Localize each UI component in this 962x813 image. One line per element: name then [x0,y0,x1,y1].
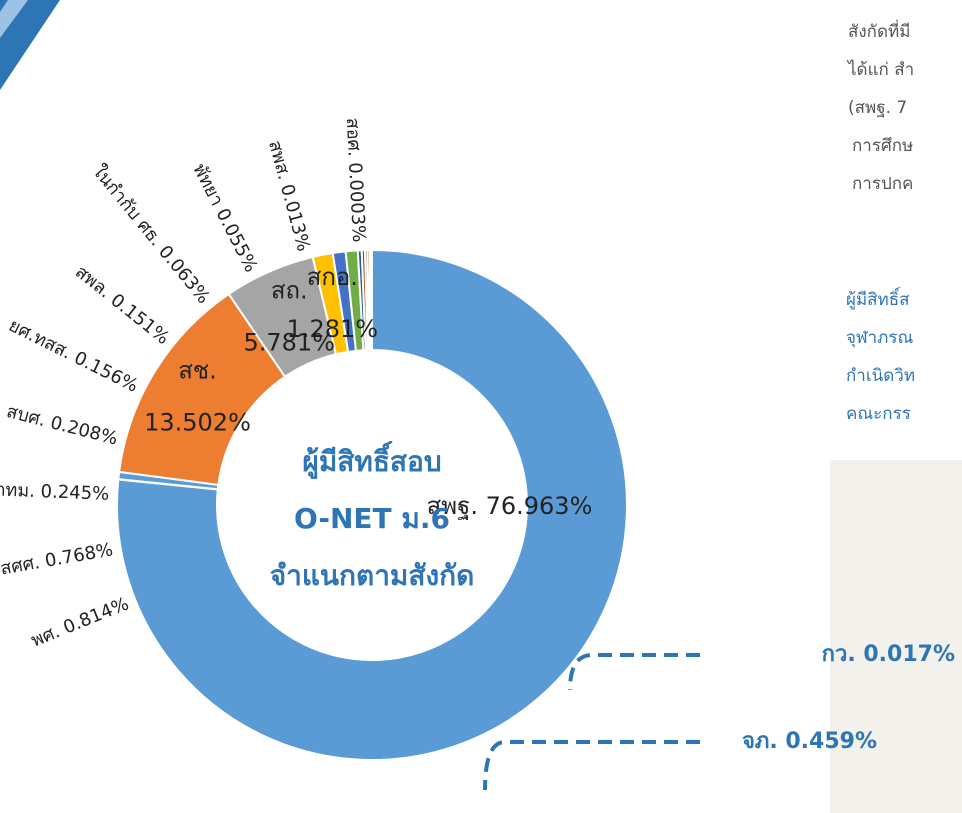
callout-value: 0.459% [785,729,877,754]
slice-label: กทม. 0.245% [0,479,110,504]
slice-value: 0.013% [276,182,314,254]
donut-hole [218,351,526,659]
side-text: กำเนิดวิท [846,366,915,386]
slice-category: สบศ. [4,401,48,431]
slice-value: 76.963% [486,492,593,520]
slice-value: 0.768% [43,539,114,571]
chart-title: O-NET ม.6 [294,502,450,535]
callout-label: จภ. 0.459% [742,729,877,754]
background-photo [830,460,962,813]
slice-value: 0.055% [211,205,261,276]
side-text: ผู้มีสิทธิ์ส [846,287,910,310]
callout-category: กว. [822,642,856,667]
slice-label: สศศ. 0.768% [0,539,115,579]
slice [116,248,628,761]
corner-stripe-light [0,0,28,38]
side-text: คณะกรร [846,404,911,424]
slice-category: พัทยา [188,160,227,209]
slice-category: กทม. [0,479,35,502]
slice-value: 0.245% [40,481,109,505]
slice-value: 0.208% [48,412,120,449]
slice-value: 0.814% [60,593,132,638]
slice-label: พศ. 0.814% [28,593,132,651]
slice-label: สอศ. 0.0003% [342,117,370,243]
slice-category: สกอ. [307,263,358,291]
corner-stripe [0,0,60,90]
slice-label: สพส. 0.013% [264,138,314,253]
slice-label: สพล. 0.151% [71,261,173,348]
slice-category: สพฐ. [427,492,478,520]
slice-value: 1.281% [287,315,379,343]
chart-title: ผู้มีสิทธิ์สอบ [302,441,441,479]
slice-value: 5.781% [243,328,335,356]
callout-value: 0.017% [863,642,955,667]
slice-value: 0.0003% [344,162,369,243]
callout-label: กว. 0.017% [822,642,955,667]
slice-category: ยศ.ทสส. [5,315,75,364]
slice-category: สศศ. [0,552,41,579]
slice-label: พัทยา 0.055% [188,160,261,275]
slice-value: 13.502% [144,408,251,436]
slice-category: สพส. [264,138,295,182]
chart-title: จำแนกตามสังกัด [270,559,475,592]
side-text: ได้แก่ สำ [846,59,914,80]
slice-category: สพล. [71,261,115,302]
callout-category: จภ. [742,729,778,754]
slice-value: 0.151% [106,290,173,349]
leader-line [568,653,700,691]
slice-label: ยศ.ทสส. 0.156% [5,315,141,397]
side-text: จุฬาภรณ [846,328,913,348]
slice-category: สอศ. [342,117,365,157]
slice-label: สพฐ. 76.963% [427,492,593,520]
slice-category: พศ. [28,621,63,651]
slice-category: สถ. [271,276,308,304]
slice-label: สบศ. 0.208% [4,401,120,450]
side-text: การปกค [852,174,913,194]
slice-value: 0.156% [71,347,142,396]
side-text: สังกัดที่มี [848,19,910,42]
side-text: (สพฐ. 7 [848,98,907,118]
slice-category: สช. [178,356,217,384]
leader-line [483,740,700,791]
slice-value: 0.063% [154,242,214,308]
side-text: การศึกษ [852,136,913,156]
slice-category: ในกำกับ ศธ. [88,160,167,250]
